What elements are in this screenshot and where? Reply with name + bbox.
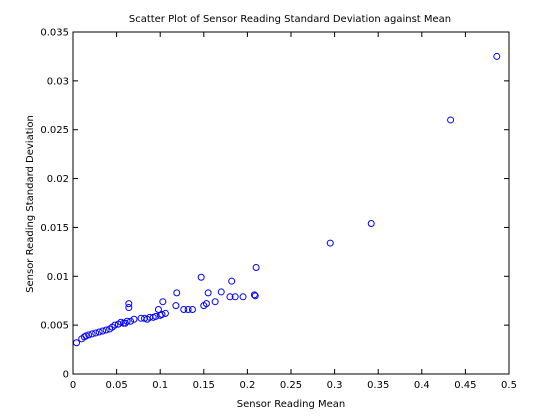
y-tick-label: 0 [63, 370, 69, 381]
data-point [125, 300, 133, 308]
data-point [161, 309, 169, 317]
data-point [173, 289, 181, 297]
data-point [250, 291, 258, 299]
data-point [204, 289, 212, 297]
data-point [326, 239, 334, 247]
data-point [228, 277, 236, 285]
y-tick-label: 0.025 [40, 125, 69, 136]
data-point [159, 298, 167, 306]
data-point [152, 312, 160, 320]
data-point [226, 293, 234, 301]
x-tick-label: 0.4 [414, 380, 430, 391]
data-point [447, 116, 455, 124]
data-point [231, 293, 239, 301]
data-point [172, 302, 180, 310]
x-tick-label: 0.15 [193, 380, 215, 391]
data-point [92, 329, 100, 337]
x-tick-label: 0.25 [280, 380, 302, 391]
data-point [239, 293, 247, 301]
data-point [251, 292, 259, 300]
data-point [252, 263, 260, 271]
data-point [188, 306, 196, 314]
y-tick-label: 0.005 [40, 321, 69, 332]
data-point [493, 52, 501, 60]
data-point [197, 273, 205, 281]
x-tick-label: 0.2 [239, 380, 255, 391]
data-point [88, 330, 96, 338]
y-tick-label: 0.015 [40, 223, 69, 234]
data-point [202, 300, 210, 308]
y-tick-label: 0.035 [40, 28, 69, 39]
data-point [217, 288, 225, 296]
data-point [85, 331, 93, 339]
x-tick-label: 0.3 [327, 380, 343, 391]
data-point [125, 304, 133, 312]
x-tick-label: 0.45 [454, 380, 476, 391]
axis-ticks: 0 0.05 0.1 0.15 0.2 0.25 0.3 0.35 0.4 0.45 0.5 0 0.0… [40, 28, 517, 392]
y-axis-label: Sensor Reading Standard Deviation [25, 115, 36, 293]
plot-area [72, 31, 510, 375]
data-point [99, 327, 107, 335]
data-point [127, 317, 135, 325]
chart-title: Scatter Plot of Sensor Reading Standard … [129, 14, 451, 25]
data-point [130, 315, 138, 323]
data-point [102, 326, 110, 334]
data-point [180, 306, 188, 314]
x-tick-label: 0 [70, 380, 76, 391]
x-tick-label: 0.35 [367, 380, 389, 391]
data-point [367, 220, 375, 228]
data-point [111, 321, 119, 329]
x-tick-label: 0.1 [152, 380, 168, 391]
y-tick-label: 0.03 [47, 76, 69, 87]
data-points [72, 52, 501, 347]
x-axis-label: Sensor Reading Mean [237, 399, 345, 410]
y-tick-label: 0.01 [47, 272, 69, 283]
data-point [184, 306, 192, 314]
data-point [211, 298, 219, 306]
x-tick-label: 0.5 [501, 380, 517, 391]
data-point [158, 310, 166, 318]
y-tick-label: 0.02 [47, 174, 69, 185]
data-point [95, 328, 103, 336]
data-point [123, 317, 131, 325]
x-tick-label: 0.05 [105, 380, 127, 391]
data-point [72, 339, 80, 347]
